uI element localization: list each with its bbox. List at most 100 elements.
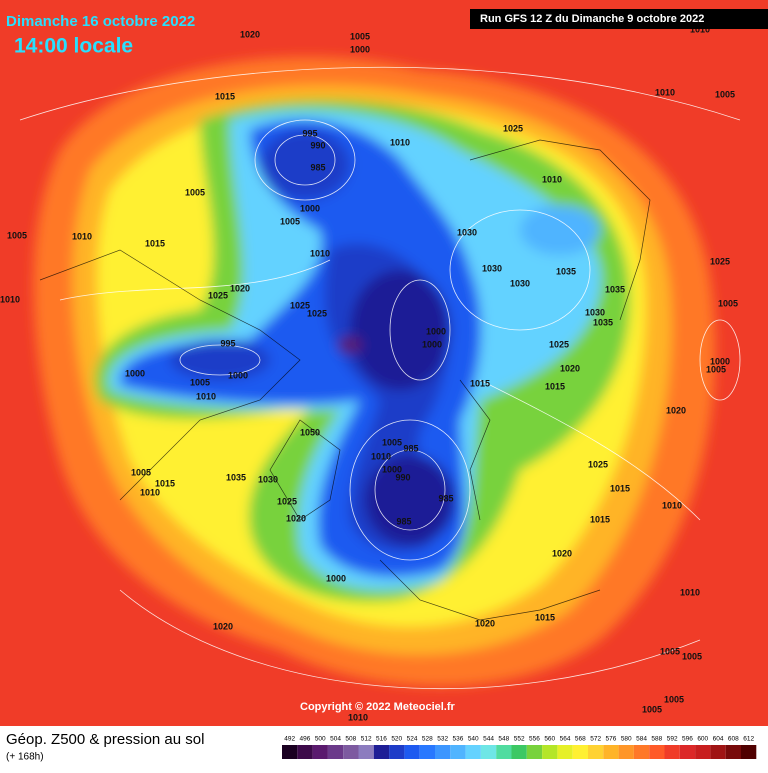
pressure-label: 1000 xyxy=(350,44,370,54)
colorbar-tick-label: 540 xyxy=(468,736,479,743)
colorbar-cell xyxy=(511,745,527,759)
pressure-label: 995 xyxy=(220,338,235,348)
pressure-label: 1010 xyxy=(542,174,562,184)
pressure-label: 1035 xyxy=(605,284,625,294)
colorbar-cell xyxy=(343,745,359,759)
pressure-label: 1005 xyxy=(682,651,702,661)
colorbar-tick-label: 512 xyxy=(361,736,372,743)
pressure-label: 1025 xyxy=(503,123,523,133)
pressure-label: 1025 xyxy=(208,290,228,300)
pressure-label: 1030 xyxy=(585,307,605,317)
pressure-label: 1005 xyxy=(664,694,684,704)
pressure-label: 1005 xyxy=(715,89,735,99)
colorbar-tick-label: 504 xyxy=(330,736,341,743)
pressure-label: 1015 xyxy=(215,91,235,101)
pressure-label: 985 xyxy=(403,443,418,453)
colorbar-cell xyxy=(649,745,665,759)
pressure-label: 1035 xyxy=(556,266,576,276)
colorbar-tick-label: 560 xyxy=(544,736,555,743)
pressure-label: 1010 xyxy=(371,451,391,461)
pressure-label: 1005 xyxy=(706,364,726,374)
coastlines xyxy=(39,139,651,621)
colorbar-cell xyxy=(282,745,298,759)
pressure-label: 1005 xyxy=(185,187,205,197)
colorbar-cell xyxy=(526,745,543,759)
pressure-label: 1025 xyxy=(588,459,608,469)
colorbar-tick-label: 600 xyxy=(697,736,708,743)
pressure-label: 1035 xyxy=(226,472,246,482)
colorbar-cell xyxy=(389,745,405,759)
colorbar-tick-label: 528 xyxy=(422,736,433,743)
pressure-label: 1010 xyxy=(680,587,700,597)
pressure-label: 1000 xyxy=(422,339,442,349)
colorbar-tick-label: 576 xyxy=(606,736,617,743)
pressure-label: 1020 xyxy=(240,29,260,39)
pressure-label: 1000 xyxy=(228,370,248,380)
colorbar-cell xyxy=(450,745,466,759)
colorbar-tick-label: 548 xyxy=(498,736,509,743)
pressure-label: 1025 xyxy=(710,256,730,266)
colorbar-cell xyxy=(741,745,757,759)
colorbar-cell xyxy=(419,745,435,759)
pressure-label: 1010 xyxy=(662,500,682,510)
colorbar-cell xyxy=(435,745,451,759)
colorbar-cell xyxy=(542,745,558,759)
colorbar-cell xyxy=(557,745,573,759)
colorbar-cell xyxy=(679,745,696,759)
colorbar-cell xyxy=(373,745,390,759)
pressure-label: 1010 xyxy=(196,391,216,401)
pressure-label: 1000 xyxy=(426,326,446,336)
pressure-label: 985 xyxy=(396,516,411,526)
pressure-label: 1005 xyxy=(280,216,300,226)
colorbar-tick-label: 592 xyxy=(667,736,678,743)
pressure-label: 1030 xyxy=(482,263,502,273)
pressure-label: 1025 xyxy=(307,308,327,318)
pressure-label: 1010 xyxy=(310,248,330,258)
colorbar-cell xyxy=(725,745,741,759)
colorbar-tick-label: 568 xyxy=(575,736,586,743)
pressure-label: 995 xyxy=(302,128,317,138)
colorbar-tick-label: 580 xyxy=(621,736,632,743)
colorbar-tick-label: 508 xyxy=(345,736,356,743)
colorbar-tick-label: 596 xyxy=(682,736,693,743)
colorbar-tick-label: 496 xyxy=(300,736,311,743)
pressure-label: 1025 xyxy=(277,496,297,506)
pressure-label: 1020 xyxy=(213,621,233,631)
colorbar-tick-label: 524 xyxy=(407,736,418,743)
colorbar-tick-label: 588 xyxy=(651,736,662,743)
pressure-label: 1015 xyxy=(610,483,630,493)
pressure-label: 1000 xyxy=(382,464,402,474)
pressure-label: 1005 xyxy=(642,704,662,714)
colorbar-cell xyxy=(664,745,680,759)
footer-subtitle: (+ 168h) xyxy=(6,752,44,763)
colorbar-cell xyxy=(618,745,634,759)
pressure-label: 1025 xyxy=(549,339,569,349)
pressure-label: 1010 xyxy=(390,137,410,147)
colorbar-tick-label: 584 xyxy=(636,736,647,743)
colorbar-tick-label: 500 xyxy=(315,736,326,743)
pressure-label: 1035 xyxy=(593,317,613,327)
pressure-label: 1000 xyxy=(326,573,346,583)
pressure-label: 1030 xyxy=(510,278,530,288)
pressure-label: 1000 xyxy=(710,356,730,366)
pressure-label: 1020 xyxy=(552,548,572,558)
colorbar-tick-label: 492 xyxy=(284,736,295,743)
colorbar-tick-label: 532 xyxy=(437,736,448,743)
colorbar-cell xyxy=(465,745,481,759)
pressure-label: 1025 xyxy=(290,300,310,310)
pressure-label: 1000 xyxy=(125,368,145,378)
pressure-label: 1005 xyxy=(660,646,680,656)
pressure-label: 1010 xyxy=(140,487,160,497)
pressure-label: 1015 xyxy=(545,381,565,391)
pressure-label: 985 xyxy=(310,162,325,172)
pressure-label: 1010 xyxy=(72,231,92,241)
pressure-label: 985 xyxy=(438,493,453,503)
colorbar-tick-label: 516 xyxy=(376,736,387,743)
pressure-label: 1005 xyxy=(350,31,370,41)
colorbar-cell xyxy=(695,745,711,759)
pressure-label: 1020 xyxy=(666,405,686,415)
colorbar-tick-label: 544 xyxy=(483,736,494,743)
pressure-label: 1020 xyxy=(286,513,306,523)
pressure-label: 1020 xyxy=(475,618,495,628)
